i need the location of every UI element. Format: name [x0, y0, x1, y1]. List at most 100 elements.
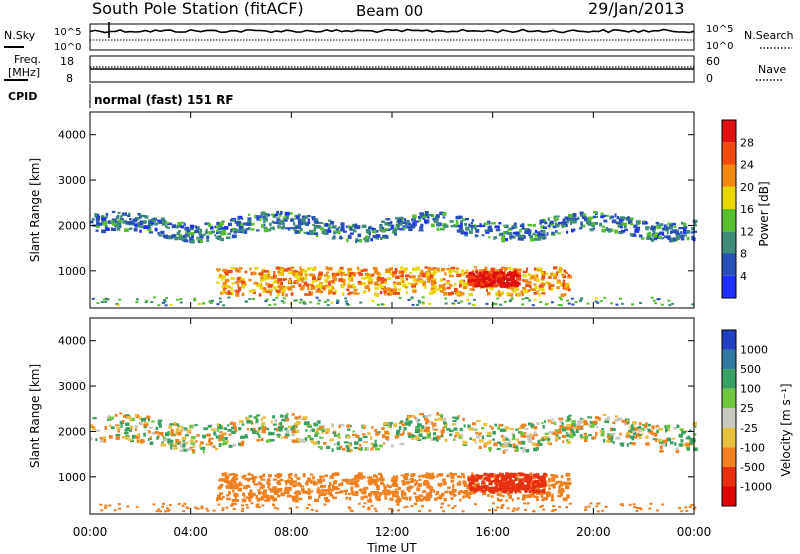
echo-cell	[460, 269, 465, 273]
echo-cell	[562, 275, 567, 279]
echo-cell	[409, 485, 414, 489]
echo-cell	[284, 414, 288, 419]
echo-cell	[238, 427, 242, 431]
echo-cell	[246, 419, 251, 424]
echo-cell	[262, 473, 266, 477]
echo-cell	[557, 232, 561, 235]
echo-cell	[118, 220, 122, 224]
echo-cell	[95, 218, 100, 222]
echo-cell	[552, 505, 556, 508]
echo-cell	[220, 437, 225, 442]
echo-cell	[260, 278, 265, 282]
echo-cell	[507, 492, 511, 496]
y-tick-label: 2000	[58, 425, 86, 438]
echo-cell	[521, 440, 526, 445]
echo-cell	[487, 494, 491, 497]
echo-cell	[661, 442, 666, 447]
echo-cell	[375, 432, 380, 436]
echo-cell	[639, 302, 643, 304]
echo-cell	[524, 428, 529, 430]
echo-cell	[250, 222, 255, 226]
echo-cell	[209, 226, 214, 230]
echo-cell	[258, 293, 262, 297]
echo-cell	[534, 277, 537, 280]
echo-cell	[301, 220, 306, 224]
echo-cell	[391, 477, 396, 481]
echo-cell	[404, 421, 409, 426]
echo-cell	[297, 278, 301, 282]
echo-cell	[415, 480, 418, 485]
echo-cell	[383, 289, 388, 294]
echo-cell	[580, 437, 584, 440]
echo-cell	[518, 481, 522, 484]
echo-cell	[265, 276, 270, 279]
echo-cell	[657, 298, 661, 300]
echo-cell	[470, 225, 475, 228]
echo-cell	[221, 220, 225, 224]
echo-cell	[405, 274, 410, 278]
echo-cell	[496, 269, 499, 272]
echo-cell	[490, 426, 494, 430]
echo-cell	[680, 510, 684, 513]
echo-cell	[293, 274, 299, 278]
echo-cell	[269, 222, 272, 227]
echo-cell	[498, 222, 502, 225]
echo-cell	[470, 479, 474, 483]
echo-cell	[261, 429, 266, 434]
echo-cell	[497, 277, 502, 282]
echo-cell	[303, 281, 308, 286]
echo-cell	[508, 495, 512, 499]
echo-cell	[288, 212, 293, 215]
echo-cell	[656, 424, 659, 428]
echo-cell	[490, 490, 494, 494]
echo-cell	[150, 224, 153, 227]
echo-cell	[210, 230, 215, 234]
echo-cell	[462, 440, 467, 445]
echo-cell	[474, 234, 478, 237]
echo-cell	[650, 296, 654, 299]
echo-cell	[495, 483, 499, 488]
echo-cell	[298, 283, 302, 287]
echo-cell	[489, 275, 493, 279]
echo-cell	[331, 448, 334, 452]
echo-cell	[267, 478, 271, 483]
echo-cell	[412, 267, 417, 272]
echo-cell	[347, 428, 351, 431]
echo-cell	[408, 228, 413, 232]
echo-cell	[419, 212, 425, 216]
echo-cell	[394, 434, 400, 438]
echo-cell	[218, 443, 222, 447]
echo-cell	[509, 428, 514, 431]
echo-cell	[105, 227, 110, 231]
echo-cell	[232, 443, 237, 447]
echo-cell	[645, 226, 650, 229]
echo-cell	[523, 432, 527, 435]
echo-cell	[625, 435, 630, 438]
echo-cell	[179, 449, 184, 453]
echo-cell	[391, 509, 395, 512]
echo-cell	[294, 230, 300, 234]
echo-cell	[395, 275, 400, 279]
echo-cell	[115, 436, 121, 440]
echo-cell	[493, 283, 498, 288]
echo-cell	[511, 472, 517, 477]
echo-cell	[293, 491, 297, 494]
echo-cell	[405, 291, 409, 294]
echo-cell	[394, 285, 397, 289]
echo-cell	[660, 303, 664, 306]
echo-cell	[100, 509, 104, 512]
echo-cell	[495, 225, 500, 229]
echo-cell	[666, 437, 669, 441]
echo-cell	[177, 221, 181, 226]
echo-cell	[685, 442, 691, 447]
echo-cell	[578, 299, 582, 302]
echo-cell	[245, 228, 250, 231]
echo-cell	[230, 228, 233, 233]
echo-cell	[233, 481, 237, 485]
echo-cell	[472, 284, 477, 288]
echo-cell	[240, 435, 245, 439]
echo-cell	[264, 495, 268, 499]
echo-cell	[282, 222, 285, 227]
echo-cell	[528, 439, 533, 443]
echo-cell	[422, 214, 428, 218]
